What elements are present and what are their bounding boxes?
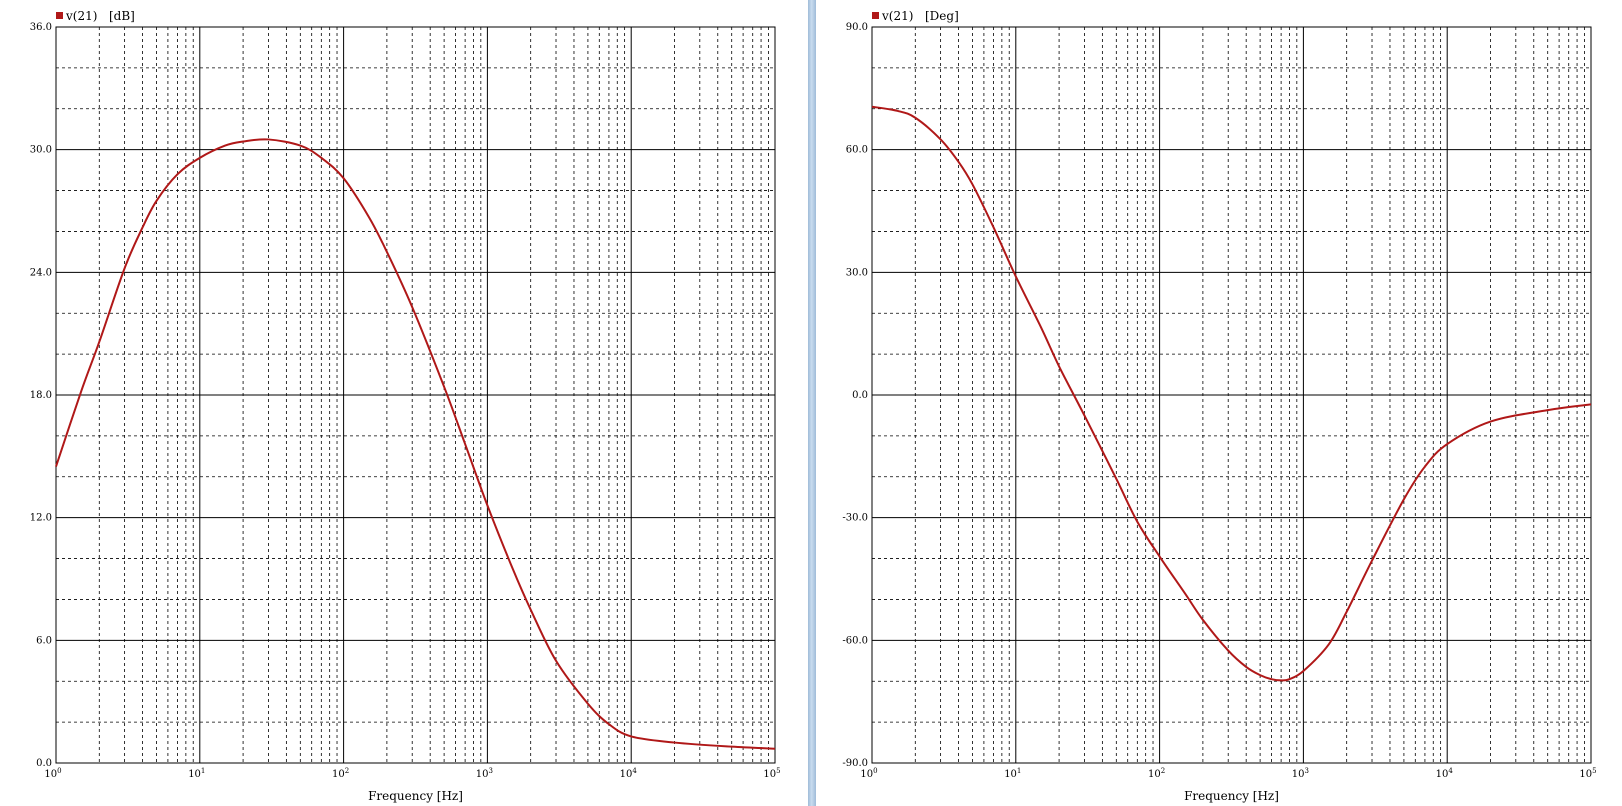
series-line-v21[interactable] <box>871 105 1592 682</box>
plot-frame <box>55 26 776 764</box>
x-tick-label: 100 <box>860 767 877 780</box>
y-tick-label: 30.0 <box>846 267 868 278</box>
plot-frame <box>871 26 1592 764</box>
legend: v(21) [Deg] <box>872 9 959 23</box>
x-tick-label: 105 <box>1579 767 1596 780</box>
legend-swatch <box>56 12 63 19</box>
y-tick-label: 6.0 <box>36 635 52 646</box>
x-tick-label: 101 <box>188 767 205 780</box>
series-line-v21[interactable] <box>55 138 776 750</box>
legend-unit-label: [Deg] <box>925 9 959 23</box>
x-axis-label: Frequency [Hz] <box>1184 789 1279 803</box>
x-tick-label: 105 <box>763 767 780 780</box>
legend: v(21) [dB] <box>56 9 135 23</box>
y-tick-label: 18.0 <box>30 390 52 401</box>
panel-splitter[interactable] <box>808 0 816 806</box>
x-tick-label: 104 <box>620 767 638 780</box>
y-tick-label: 36.0 <box>30 22 52 33</box>
y-tick-label: 30.0 <box>30 145 52 156</box>
y-tick-label: -60.0 <box>842 635 868 646</box>
y-tick-label: 24.0 <box>30 267 52 278</box>
y-tick-label: 0.0 <box>36 758 52 769</box>
x-axis-label: Frequency [Hz] <box>368 789 463 803</box>
legend-unit-label: [dB] <box>109 9 135 23</box>
x-tick-label: 101 <box>1004 767 1021 780</box>
x-tick-label: 103 <box>476 767 493 780</box>
y-tick-label: 0.0 <box>852 390 868 401</box>
x-tick-label: 103 <box>1292 767 1309 780</box>
x-tick-label: 102 <box>332 767 349 780</box>
x-tick-label: 104 <box>1436 767 1454 780</box>
y-tick-label: 60.0 <box>846 145 868 156</box>
legend-swatch <box>872 12 879 19</box>
y-tick-label: 12.0 <box>30 513 52 524</box>
x-tick-label: 100 <box>44 767 61 780</box>
magnitude-chart: 0.0 6.0 12.0 18.0 24.0 30.0 36.0 100 101 102 103 10… <box>30 9 781 803</box>
phase-chart: -90.0 -60.0 -30.0 0.0 30.0 60.0 90.0 100 101 102 1… <box>842 9 1596 803</box>
y-tick-label: 90.0 <box>846 22 868 33</box>
x-tick-label: 102 <box>1148 767 1165 780</box>
legend-series-label: v(21) <box>65 9 97 23</box>
y-tick-label: -90.0 <box>842 758 868 769</box>
legend-series-label: v(21) <box>881 9 913 23</box>
y-tick-label: -30.0 <box>842 513 868 524</box>
